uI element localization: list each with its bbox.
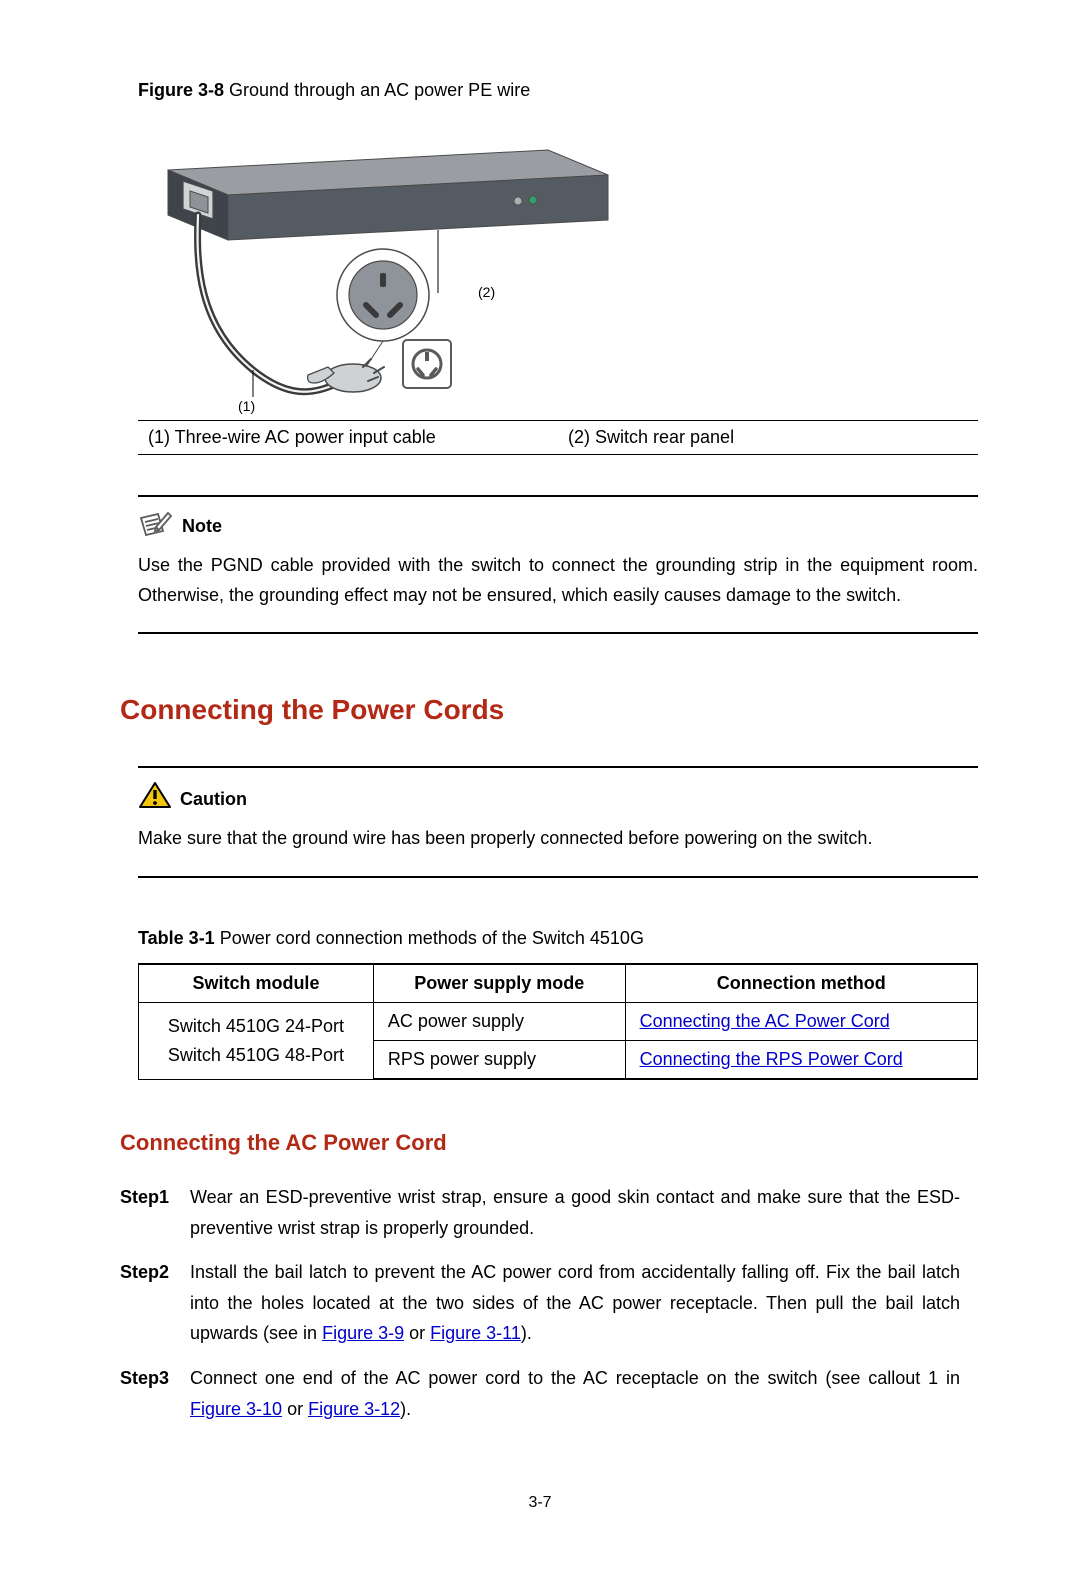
caution-title: Caution xyxy=(180,789,247,810)
steps-list: Step1Wear an ESD-preventive wrist strap,… xyxy=(120,1182,960,1424)
table-label: Table 3-1 xyxy=(138,928,215,948)
switch-module-line1: Switch 4510G 24-Port xyxy=(168,1016,344,1036)
cell-link-rps: Connecting the RPS Power Cord xyxy=(625,1041,977,1080)
section-heading: Connecting the Power Cords xyxy=(120,694,960,726)
subsection-heading: Connecting the AC Power Cord xyxy=(120,1130,960,1156)
cell-switch-module: Switch 4510G 24-Port Switch 4510G 48-Por… xyxy=(139,1003,374,1080)
cell-mode-rps: RPS power supply xyxy=(373,1041,625,1080)
switch-module-line2: Switch 4510G 48-Port xyxy=(168,1045,344,1065)
link-rps-power-cord[interactable]: Connecting the RPS Power Cord xyxy=(640,1049,903,1069)
note-pencil-icon xyxy=(138,509,174,537)
caution-header: Caution xyxy=(138,780,978,810)
step-label: Step3 xyxy=(120,1363,190,1424)
figure-ref-link[interactable]: Figure 3-12 xyxy=(308,1399,400,1419)
svg-text:(2): (2) xyxy=(478,284,495,300)
note-header: Note xyxy=(138,509,978,537)
table-caption-text: Power cord connection methods of the Swi… xyxy=(215,928,644,948)
note-block: Note Use the PGND cable provided with th… xyxy=(138,495,978,634)
figure-caption: Figure 3-8 Ground through an AC power PE… xyxy=(138,80,960,101)
callout-2: (2) Switch rear panel xyxy=(558,421,978,455)
step-text: Connect one end of the AC power cord to … xyxy=(190,1363,960,1424)
th-switch-module: Switch module xyxy=(139,964,374,1003)
figure-ref-link[interactable]: Figure 3-10 xyxy=(190,1399,282,1419)
note-body: Use the PGND cable provided with the swi… xyxy=(138,551,978,610)
figure-caption-text: Ground through an AC power PE wire xyxy=(224,80,530,100)
step-row: Step1Wear an ESD-preventive wrist strap,… xyxy=(120,1182,960,1243)
table-header-row: Switch module Power supply mode Connecti… xyxy=(139,964,978,1003)
step-text: Install the bail latch to prevent the AC… xyxy=(190,1257,960,1349)
caution-body: Make sure that the ground wire has been … xyxy=(138,824,978,854)
figure-ref-link[interactable]: Figure 3-9 xyxy=(322,1323,404,1343)
figure-ref-link[interactable]: Figure 3-11 xyxy=(430,1323,521,1343)
figure-callout-table: (1) Three-wire AC power input cable (2) … xyxy=(138,420,978,455)
page-number: 3-7 xyxy=(120,1494,960,1512)
caution-block: Caution Make sure that the ground wire h… xyxy=(138,766,978,878)
figure-label: Figure 3-8 xyxy=(138,80,224,100)
step-row: Step3Connect one end of the AC power cor… xyxy=(120,1363,960,1424)
step-text: Wear an ESD-preventive wrist strap, ensu… xyxy=(190,1182,960,1243)
caution-triangle-icon xyxy=(138,780,172,810)
step-label: Step1 xyxy=(120,1182,190,1243)
step-row: Step2Install the bail latch to prevent t… xyxy=(120,1257,960,1349)
cell-link-ac: Connecting the AC Power Cord xyxy=(625,1003,977,1041)
step-label: Step2 xyxy=(120,1257,190,1349)
callout-1: (1) Three-wire AC power input cable xyxy=(138,421,558,455)
power-cord-table: Switch module Power supply mode Connecti… xyxy=(138,963,978,1080)
th-power-supply-mode: Power supply mode xyxy=(373,964,625,1003)
cell-mode-ac: AC power supply xyxy=(373,1003,625,1041)
table-caption: Table 3-1 Power cord connection methods … xyxy=(138,928,960,949)
figure-illustration: (1) (2) xyxy=(138,115,960,420)
link-ac-power-cord[interactable]: Connecting the AC Power Cord xyxy=(640,1011,890,1031)
table-row: Switch 4510G 24-Port Switch 4510G 48-Por… xyxy=(139,1003,978,1041)
th-connection-method: Connection method xyxy=(625,964,977,1003)
note-title: Note xyxy=(182,516,222,537)
svg-text:(1): (1) xyxy=(238,398,255,414)
